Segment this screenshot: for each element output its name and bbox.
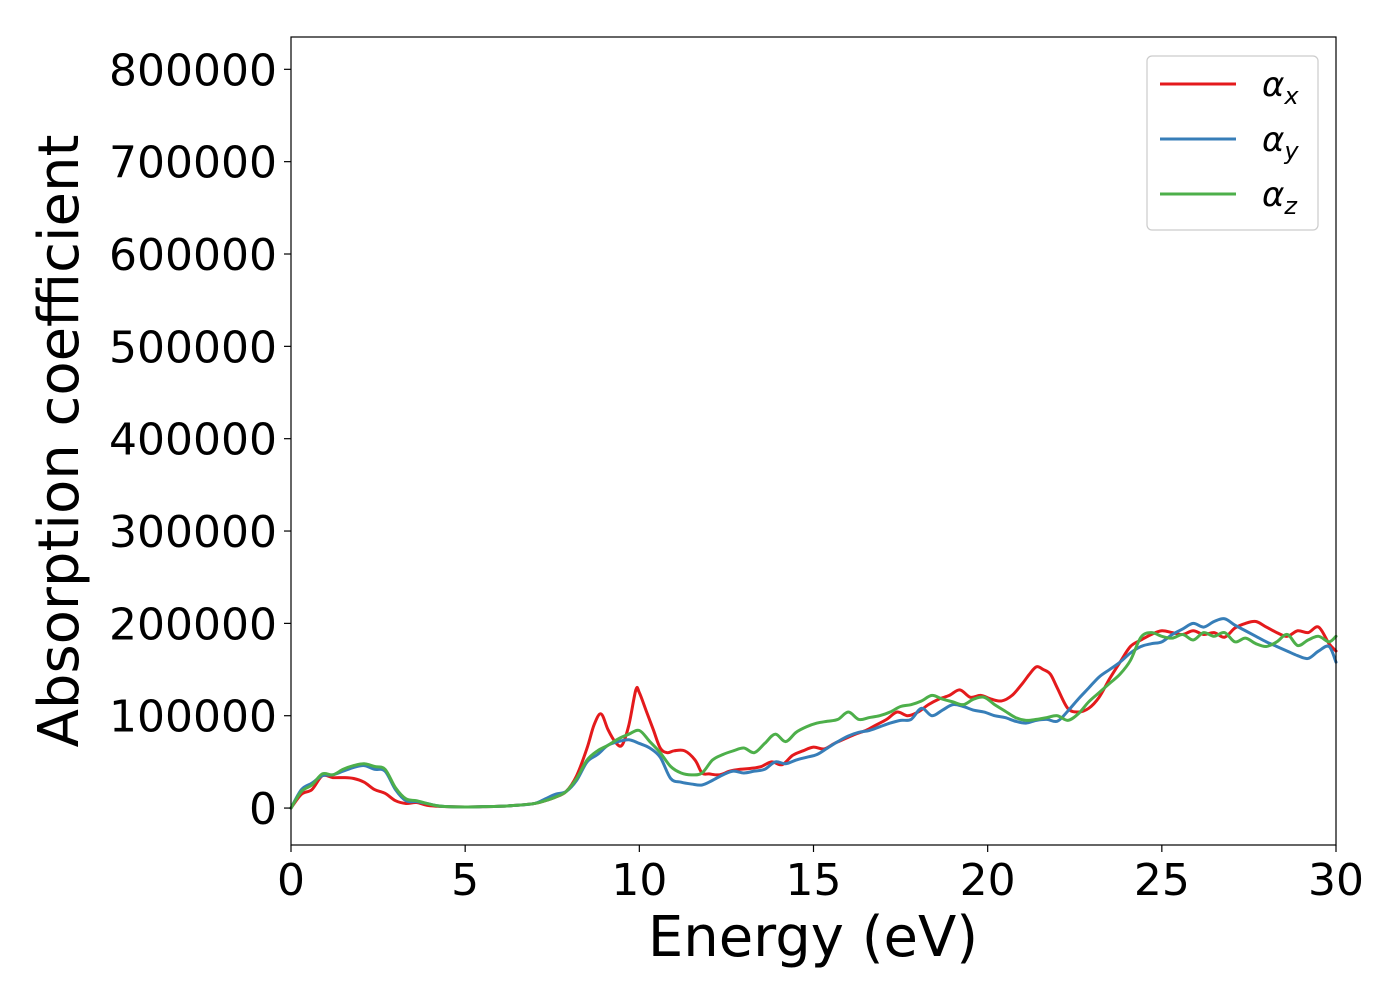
legend-label-z: αz bbox=[1262, 175, 1298, 220]
legend-label-subscript: x bbox=[1283, 82, 1299, 110]
y-axis-label: Absorption coefficient bbox=[27, 135, 92, 748]
y-tick-label: 0 bbox=[249, 784, 277, 835]
y-tick-label: 200000 bbox=[109, 599, 277, 650]
y-tick-label: 700000 bbox=[109, 138, 277, 189]
y-tick-label: 300000 bbox=[109, 507, 277, 558]
series-line-z bbox=[289, 631, 1338, 810]
y-tick-label: 100000 bbox=[109, 692, 277, 743]
x-tick-label: 5 bbox=[451, 855, 479, 906]
legend-label-symbol: α bbox=[1262, 120, 1284, 160]
legend-label-subscript: y bbox=[1283, 137, 1299, 165]
y-axis: 0 100000 200000 300000 400000 500000 600000 700… bbox=[109, 45, 291, 835]
x-tick-label: 30 bbox=[1308, 855, 1364, 906]
x-tick-label: 10 bbox=[611, 855, 667, 906]
x-tick-label: 15 bbox=[786, 855, 842, 906]
series-line-x bbox=[289, 619, 1338, 810]
x-tick-label: 25 bbox=[1134, 855, 1190, 906]
x-axis: 0 5 10 15 20 25 30 bbox=[277, 845, 1364, 906]
legend-label-symbol: α bbox=[1262, 175, 1284, 215]
y-tick-label: 600000 bbox=[109, 230, 277, 281]
y-tick-label: 800000 bbox=[109, 45, 277, 96]
legend-label-subscript: z bbox=[1283, 192, 1298, 220]
legend-label-symbol: α bbox=[1262, 65, 1284, 105]
series-layer bbox=[289, 617, 1338, 810]
y-tick-label: 400000 bbox=[109, 415, 277, 466]
legend-label-x: αx bbox=[1262, 65, 1299, 110]
y-tick-label: 500000 bbox=[109, 322, 277, 373]
x-tick-label: 20 bbox=[960, 855, 1016, 906]
x-tick-label: 0 bbox=[277, 855, 305, 906]
legend-label-y: αy bbox=[1262, 120, 1299, 165]
legend-box bbox=[1146, 55, 1319, 231]
series-line-y bbox=[289, 617, 1338, 810]
x-axis-label: Energy (eV) bbox=[648, 905, 978, 970]
